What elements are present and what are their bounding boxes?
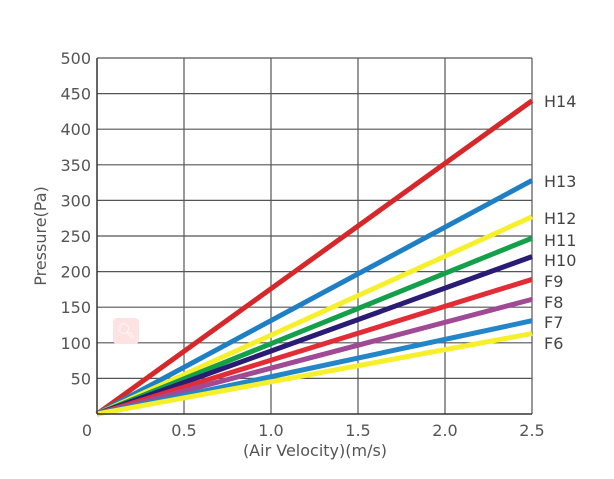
x-tick-label: 2.5: [519, 421, 544, 440]
y-tick-label: 150: [60, 298, 91, 317]
y-tick-label: 250: [60, 227, 91, 246]
series-label-f6: F6: [544, 334, 563, 353]
series-group: [95, 98, 534, 417]
y-tick-label: 200: [60, 263, 91, 282]
search-icon: 🔍︎: [113, 318, 139, 344]
y-tick-label: 100: [60, 334, 91, 353]
x-tick-label: 2.0: [432, 421, 457, 440]
series-label-f7: F7: [544, 313, 563, 332]
y-tick-label: 400: [60, 120, 91, 139]
series-line-h10: [96, 254, 533, 417]
x-tick-labels: 0 0.5 1.0 1.5 2.0 2.5: [82, 421, 545, 440]
y-tick-label: 300: [60, 191, 91, 210]
series-label-f8: F8: [544, 293, 563, 312]
series-line-h14: [95, 98, 534, 417]
y-tick-label: 350: [60, 156, 91, 175]
series-label-f9: F9: [544, 272, 563, 291]
series-label-h10: H10: [544, 251, 576, 270]
series-line-f8: [96, 296, 533, 417]
series-line-h11: [96, 235, 533, 417]
y-tick-label: 500: [60, 49, 91, 68]
y-tick-label: 450: [60, 85, 91, 104]
series-label-h13: H13: [544, 172, 576, 191]
x-tick-label: 1.0: [258, 421, 283, 440]
series-line-f6: [96, 331, 533, 417]
x-axis-title: (Air Velocity)(m/s): [243, 441, 387, 460]
x-tick-label: 0: [82, 421, 92, 440]
series-label-h12: H12: [544, 209, 576, 228]
series-line-h12: [95, 214, 534, 417]
x-tick-label: 1.5: [345, 421, 370, 440]
series-line-f9: [96, 277, 533, 417]
grid: [97, 57, 533, 414]
series-line-h13: [95, 178, 534, 417]
y-axis-title: Pressure(Pa): [31, 186, 50, 286]
y-tick-labels: 50 100 150 200 250 300 350 400 450 500: [60, 49, 91, 388]
series-label-h14: H14: [544, 92, 576, 111]
series-label-h11: H11: [544, 231, 576, 250]
y-tick-label: 50: [71, 369, 91, 388]
x-tick-label: 0.5: [171, 421, 196, 440]
